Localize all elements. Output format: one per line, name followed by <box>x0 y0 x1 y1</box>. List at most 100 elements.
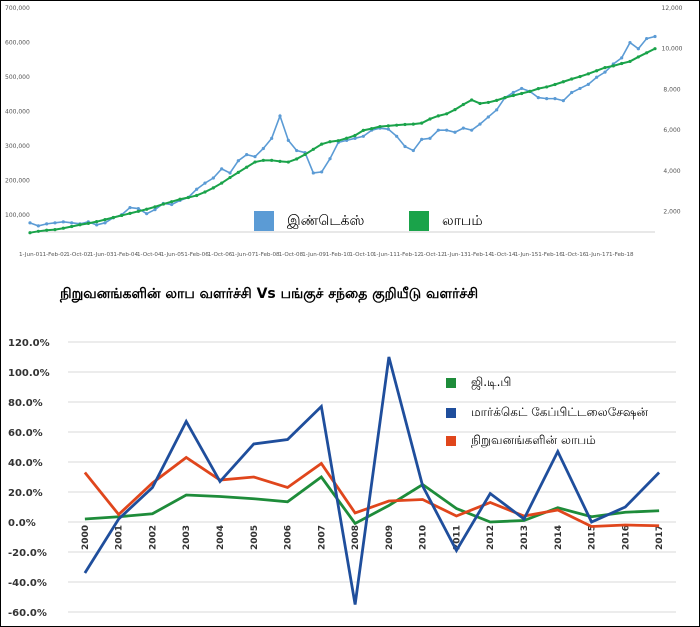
x-axis-tick-label: 1-Feb-18 <box>609 252 634 258</box>
y-axis-tick-label: 40.0% <box>8 458 43 469</box>
x-axis-tick-label: 1-Oct-02 <box>66 252 91 258</box>
profit-series-point <box>620 61 624 66</box>
index-series-point <box>428 136 432 140</box>
x-axis-tick-label: 2009 <box>385 525 395 550</box>
y-axis-tick-label: 80.0% <box>8 398 43 409</box>
x-axis-tick-label: 2017 <box>655 525 665 550</box>
right-axis-tick-label: 6,000 <box>663 127 680 134</box>
x-axis-tick-label: 2007 <box>317 525 327 550</box>
legend-label-corporate-profit: நிறுவனங்களின் லாபம் <box>471 433 596 447</box>
right-axis-tick-label: 8,000 <box>663 86 680 93</box>
x-axis-tick-label: 1-Oct-06 <box>208 252 233 258</box>
index-series-point <box>145 212 149 216</box>
profit-series-point <box>536 87 540 91</box>
y-axis-tick-label: -40.0% <box>8 578 47 589</box>
profit-series-point <box>411 122 415 126</box>
index-series-point <box>395 134 399 138</box>
profit-series-point <box>178 197 182 201</box>
profit-series-point <box>311 147 315 151</box>
profit-series-point <box>53 227 57 232</box>
index-series-point <box>620 56 624 60</box>
x-axis-tick-label: 2011 <box>452 525 462 550</box>
x-axis-tick-label: 2001 <box>115 525 125 550</box>
x-axis-tick-label: 1-Feb-14 <box>467 252 492 258</box>
index-series-point <box>645 36 649 41</box>
index-series-point <box>411 148 415 153</box>
index-series-point <box>545 97 549 101</box>
index-series-point <box>203 181 207 185</box>
index-series-point <box>211 176 215 180</box>
left-axis-tick-label: 100,000 <box>5 212 30 219</box>
index-series-point <box>311 171 315 175</box>
x-axis-tick-label: 1-Oct-04 <box>137 252 162 258</box>
index-series-point <box>45 222 49 226</box>
index-series-point <box>253 155 257 159</box>
index-series-point <box>261 146 265 151</box>
profit-series-point <box>45 228 49 232</box>
x-axis-tick-label: 1-Oct-08 <box>279 252 304 258</box>
profit-series-point <box>103 217 107 222</box>
x-axis-tick-label: 1-Jun-11 <box>373 252 397 258</box>
profit-series-point <box>361 128 365 132</box>
index-series-point <box>278 114 282 118</box>
profit-series-point <box>553 82 557 87</box>
x-axis-tick-label: 1-Jun-07 <box>231 252 255 258</box>
index-series-point <box>578 86 582 91</box>
index-series-point <box>445 128 449 132</box>
index-series-point <box>478 122 482 126</box>
x-axis-tick-label: 2013 <box>520 525 530 550</box>
index-series-point <box>603 70 607 74</box>
left-axis-tick-label: 300,000 <box>5 143 30 150</box>
profit-series-point <box>595 69 599 73</box>
index-series-point <box>361 134 365 138</box>
x-axis-tick-label: 1-Oct-16 <box>562 252 587 258</box>
profit-series-point <box>561 80 565 84</box>
profit-series-point <box>486 100 490 105</box>
profit-series-point <box>70 224 74 229</box>
profit-series-point <box>503 96 507 100</box>
index-series-point <box>536 96 540 100</box>
profit-series-point <box>445 112 449 116</box>
market-cap-series-line <box>83 356 661 605</box>
x-axis-tick-label: 1-Feb-12 <box>397 252 422 258</box>
index-series-point <box>470 128 474 132</box>
profit-series-point <box>545 85 549 89</box>
index-series-point <box>461 126 465 130</box>
index-series-point <box>95 223 99 227</box>
index-series-point <box>103 221 107 225</box>
profit-series-point <box>186 195 190 200</box>
profit-series-point <box>120 213 124 218</box>
x-axis-tick-label: 1-Oct-14 <box>491 252 516 258</box>
profit-series-point <box>370 127 374 131</box>
left-axis-tick-label: 600,000 <box>5 39 30 46</box>
profit-series-point <box>36 229 40 233</box>
x-axis-tick-label: 1-Feb-04 <box>113 252 138 258</box>
profit-series-point <box>478 101 482 106</box>
index-series-point <box>328 157 332 161</box>
left-axis-tick-label: 700,000 <box>5 5 30 12</box>
index-series-point <box>628 41 632 45</box>
profit-series-group <box>28 47 657 235</box>
x-axis-tick-label: 2014 <box>554 525 564 550</box>
legend-swatch-gdp <box>446 378 456 388</box>
profit-series-point <box>303 152 307 157</box>
index-series-point <box>486 115 490 119</box>
right-axis-tick-label: 10,000 <box>662 46 683 53</box>
legend-swatch-index <box>254 211 274 231</box>
profit-series-point <box>270 158 274 162</box>
index-series-point <box>70 221 74 225</box>
x-axis-tick-label: 1-Oct-12 <box>420 252 445 258</box>
x-axis-tick-label: 1-Oct-10 <box>349 252 374 258</box>
index-series-point <box>495 108 499 112</box>
profit-series-point <box>386 124 390 128</box>
y-axis-tick-label: -20.0% <box>8 548 47 559</box>
profit-series-point <box>495 98 499 102</box>
x-axis-tick-label: 1-Jun-13 <box>444 252 468 258</box>
index-series-point <box>28 221 32 225</box>
profit-series-point <box>245 165 249 169</box>
index-series-point <box>236 159 240 163</box>
profit-series-point <box>228 175 232 180</box>
index-series-point <box>653 34 657 39</box>
profit-series-point <box>78 223 82 227</box>
profit-series-point <box>520 91 524 96</box>
